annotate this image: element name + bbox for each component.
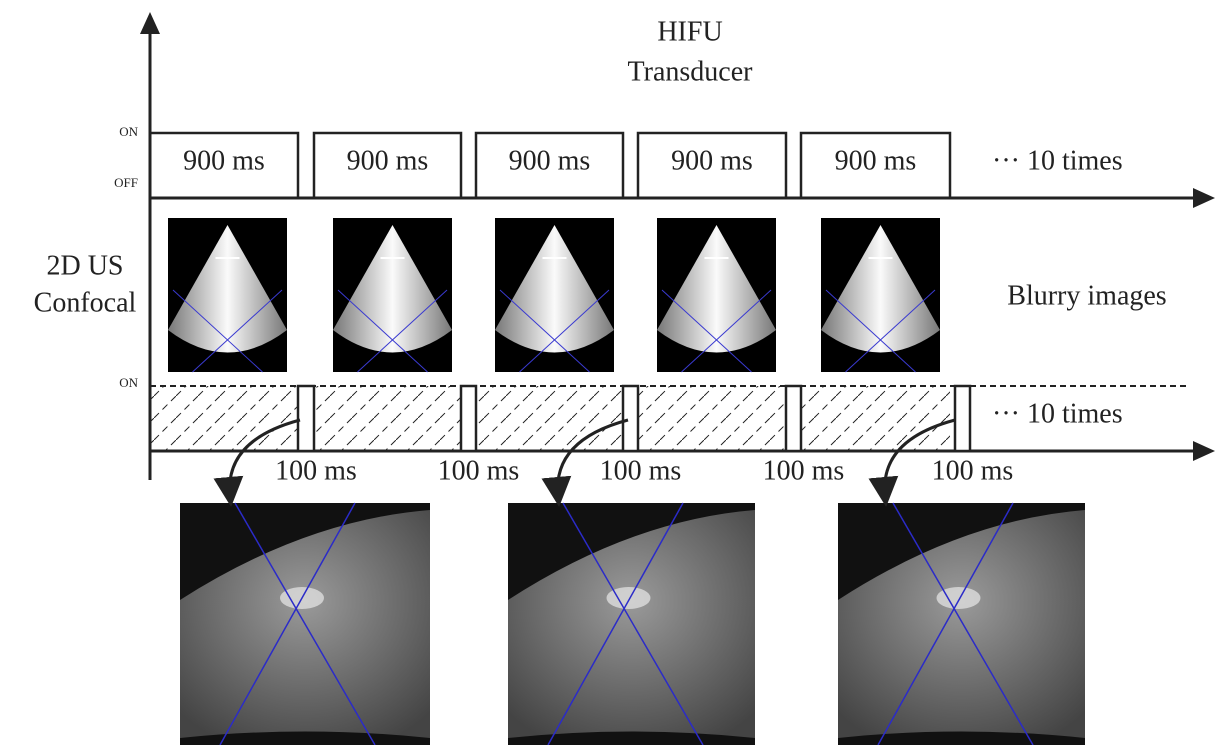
pulse-label: 900 ms [671,145,753,176]
pulse-label: 100 ms [600,455,682,486]
hifu-on-hatch [638,386,786,451]
us-pulse [623,386,638,451]
on-label: ON [119,124,138,139]
arrow-head [1193,441,1215,461]
pulse-label: 900 ms [347,145,429,176]
us-label: Confocal [34,287,137,318]
us-pulse [298,386,314,451]
repeat-label: ··· 10 times [992,145,1123,176]
diagram: HIFU Transducer ON OFF ··· 10 times 2D U… [0,0,1217,745]
arrow-head [1193,188,1215,208]
hifu-on-hatch [314,386,461,451]
hifu-label: Transducer [628,56,754,87]
pulse-label: 100 ms [763,455,845,486]
pulse-label: 900 ms [509,145,591,176]
arrow-head [140,12,160,34]
off-label: OFF [114,175,138,190]
blurry-label: Blurry images [1007,280,1166,311]
us-label: 2D US [46,250,123,281]
hifu-label: HIFU [657,16,722,47]
pulse-label: 900 ms [835,145,917,176]
hifu-on-hatch [476,386,623,451]
on-label: ON [119,375,138,390]
us-pulse [786,386,801,451]
us-pulse [461,386,476,451]
pulse-label: 100 ms [438,455,520,486]
us-pulse [955,386,970,451]
hifu-on-hatch [801,386,950,451]
pulse-label: 100 ms [932,455,1014,486]
pulse-label: 900 ms [183,145,265,176]
pulse-label: 100 ms [275,455,357,486]
hifu-on-hatch [150,386,298,451]
repeat-label: ··· 10 times [992,398,1123,429]
